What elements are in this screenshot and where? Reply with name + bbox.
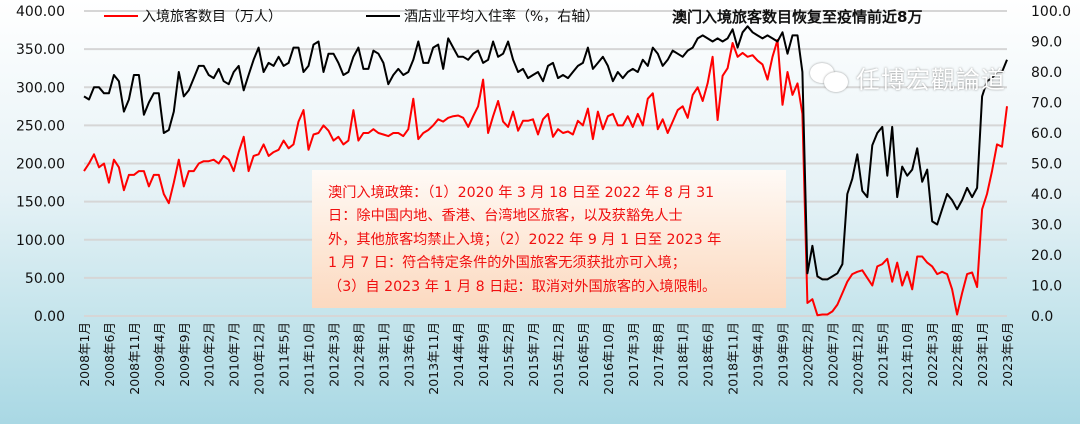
left-axis-tick-label: 100.00 xyxy=(16,233,65,249)
x-axis-tick-label: 2014年4月 xyxy=(451,322,466,387)
right-axis-tick-label: 100.0 xyxy=(1031,4,1071,20)
x-axis-tick-label: 2009年4月 xyxy=(152,322,167,387)
x-axis-tick-label: 2014年9月 xyxy=(476,322,491,387)
x-axis-tick-label: 2022年3月 xyxy=(925,322,940,387)
series-line-arrivals xyxy=(83,39,1008,317)
x-axis-tick-label: 2009年9月 xyxy=(177,322,192,387)
x-axis-tick-label: 2010年12月 xyxy=(252,322,267,395)
x-axis-tick-label: 2013年1月 xyxy=(376,322,391,387)
x-axis-tick-label: 2013年11月 xyxy=(426,322,441,395)
left-axis-tick-label: 0.00 xyxy=(34,309,65,325)
x-axis-tick-label: 2015年7月 xyxy=(526,322,541,387)
x-axis-tick-label: 2023年6月 xyxy=(1000,322,1015,387)
x-axis-tick-label: 2008年6月 xyxy=(102,322,117,387)
left-axis-tick-label: 400.00 xyxy=(16,4,65,20)
right-axis-tick-label: 20.0 xyxy=(1031,248,1062,264)
annotation-line: 澳门入境政策：（1）2020 年 3 月 18 日至 2022 年 8 月 31 xyxy=(328,185,715,201)
x-axis-tick-label: 2013年6月 xyxy=(401,322,416,387)
legend-label-occupancy: 酒店业平均入住率（%，右轴） xyxy=(404,9,600,25)
right-axis-tick-label: 30.0 xyxy=(1031,218,1062,234)
x-axis-tick-label: 2018年6月 xyxy=(701,322,716,387)
x-axis-tick-label: 2020年12月 xyxy=(850,322,865,395)
wechat-icon xyxy=(810,62,850,93)
legend-label-arrivals: 入境旅客数目（万人） xyxy=(142,9,282,25)
x-axis-tick-label: 2015年12月 xyxy=(551,322,566,395)
right-axis-tick-label: 60.0 xyxy=(1031,126,1062,142)
x-axis-tick-label: 2008年11月 xyxy=(127,322,142,395)
right-axis-tick-label: 70.0 xyxy=(1031,96,1062,112)
annotation-line: 1 月 7 日：符合特定条件的外国旅客无须获批亦可入境； xyxy=(328,255,686,272)
series-line-occupancy xyxy=(83,25,1008,281)
chart-title: 澳门入境旅客数目恢复至疫情前近8万 xyxy=(672,8,923,26)
x-axis-tick-label: 2012年3月 xyxy=(326,322,341,387)
x-axis-tick-label: 2018年11月 xyxy=(726,322,741,395)
x-axis-tick-label: 2010年2月 xyxy=(202,322,217,387)
x-axis-tick-label: 2023年1月 xyxy=(975,322,990,387)
x-axis-tick-label: 2010年7月 xyxy=(227,322,242,387)
legend-swatch-black xyxy=(366,15,400,17)
x-axis-tick-label: 2018年1月 xyxy=(676,322,691,387)
right-axis-tick-label: 10.0 xyxy=(1031,279,1062,295)
left-axis-tick-label: 200.00 xyxy=(16,157,65,173)
x-axis-tick-label: 2021年5月 xyxy=(875,322,890,387)
right-axis-tick-label: 0.0 xyxy=(1031,309,1053,325)
x-axis-tick-label: 2017年8月 xyxy=(651,322,666,387)
left-axis-tick-label: 50.00 xyxy=(25,271,65,287)
x-axis-tick-label: 2019年9月 xyxy=(775,322,790,387)
x-axis-tick-label: 2011年10月 xyxy=(302,322,317,395)
annotation-line: （3）自 2023 年 1 月 8 日起：取消对外国旅客的入境限制。 xyxy=(328,278,717,295)
x-axis-tick-label: 2021年10月 xyxy=(900,322,915,395)
x-axis-tick-label: 2019年4月 xyxy=(751,322,766,387)
left-axis-tick-label: 300.00 xyxy=(16,80,65,96)
right-axis-tick-label: 50.0 xyxy=(1031,157,1062,173)
right-axis-tick-label: 90.0 xyxy=(1031,35,1062,51)
left-axis-tick-label: 150.00 xyxy=(16,195,65,211)
x-axis-tick-label: 2016年5月 xyxy=(576,322,591,387)
watermark: 任博宏觀論道 xyxy=(810,60,1006,95)
legend-item-occupancy: 酒店业平均入住率（%，右轴） xyxy=(366,6,599,26)
legend-item-arrivals: 入境旅客数目（万人） xyxy=(104,6,282,26)
x-axis-tick-label: 2015年2月 xyxy=(501,322,516,387)
x-axis-tick-label: 2020年2月 xyxy=(800,322,815,387)
watermark-text: 任博宏觀論道 xyxy=(856,66,1006,94)
annotation-line: 外，其他旅客均禁止入境；（2）2022 年 9 月 1 日至 2023 年 xyxy=(328,231,722,248)
x-axis-tick-label: 2011年5月 xyxy=(277,322,292,387)
annotation-line: 日：除中国内地、香港、台湾地区旅客，以及获豁免人士 xyxy=(328,208,683,225)
left-axis-tick-label: 350.00 xyxy=(16,42,65,58)
x-axis-tick-label: 2008年1月 xyxy=(77,322,92,387)
x-axis-tick-label: 2022年8月 xyxy=(950,322,965,387)
x-axis-tick-label: 2017年3月 xyxy=(626,322,641,387)
right-axis-tick-label: 80.0 xyxy=(1031,65,1062,81)
legend-swatch-red xyxy=(104,15,138,17)
left-axis-tick-label: 250.00 xyxy=(16,118,65,134)
x-axis-tick-label: 2016年10月 xyxy=(601,322,616,395)
x-axis-tick-label: 2020年7月 xyxy=(825,322,840,387)
policy-annotation: 澳门入境政策：（1）2020 年 3 月 18 日至 2022 年 8 月 31… xyxy=(312,170,786,308)
x-axis-tick-label: 2012年8月 xyxy=(351,322,366,387)
right-axis-tick-label: 40.0 xyxy=(1031,187,1062,203)
